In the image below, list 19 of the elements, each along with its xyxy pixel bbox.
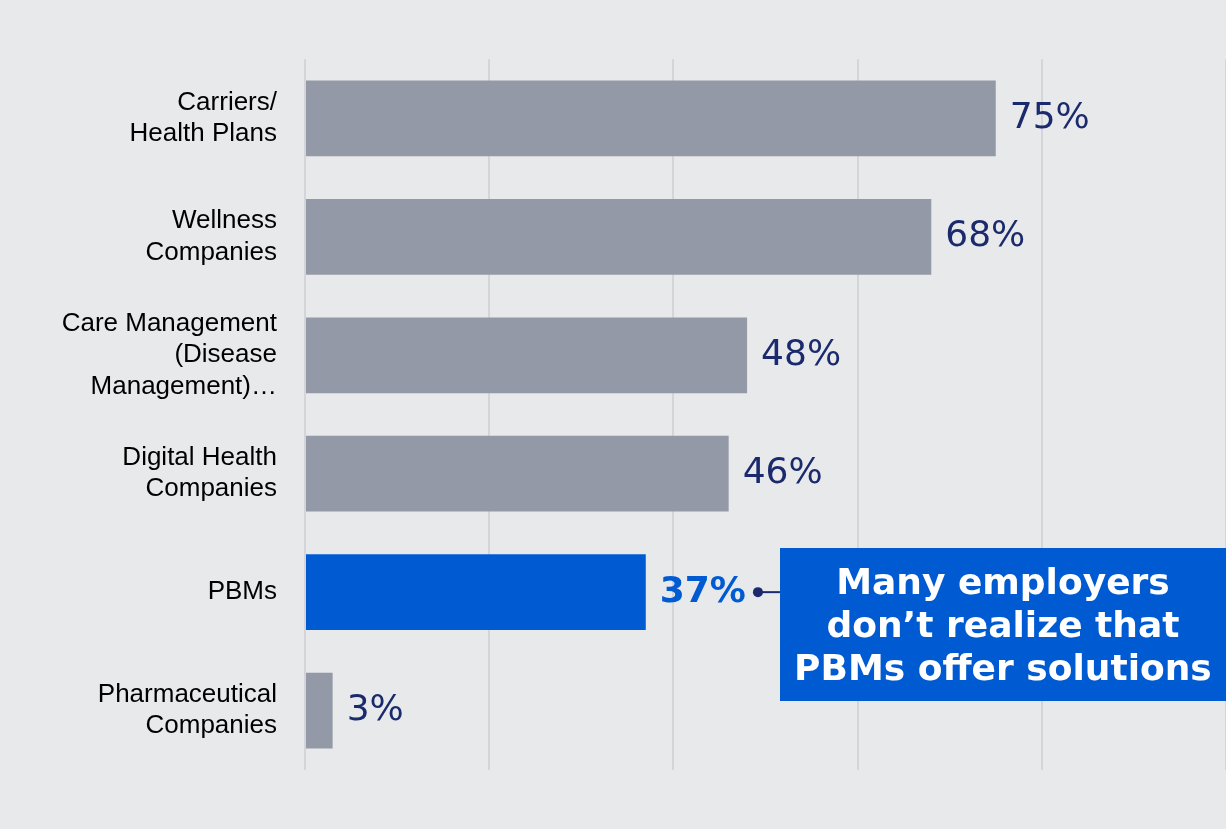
data-label: 46%: [742, 450, 823, 492]
data-label: 68%: [945, 213, 1026, 255]
y-tick-label: Pharmaceutical Companies: [97, 678, 277, 740]
y-tick-label: Wellness Companies: [145, 204, 277, 266]
annotation: Many employers don’t realize that PBMs offer solutions: [779, 548, 1226, 702]
bar: [306, 435, 729, 512]
y-tick-label: PBMs: [207, 575, 277, 606]
bar: [306, 198, 932, 275]
bar: [306, 672, 333, 749]
bar: [306, 80, 996, 157]
bar: [306, 554, 646, 631]
data-label: 75%: [1009, 94, 1090, 136]
data-label: 48%: [761, 331, 842, 373]
data-label: 37%: [659, 568, 746, 610]
data-label: 3%: [346, 686, 404, 728]
y-tick-label: Care Management (Disease Management)…: [61, 307, 278, 400]
y-tick-label: Carriers/ Health Plans: [129, 85, 278, 148]
bar: [306, 317, 748, 394]
y-tick-label: Digital Health Companies: [122, 441, 277, 503]
